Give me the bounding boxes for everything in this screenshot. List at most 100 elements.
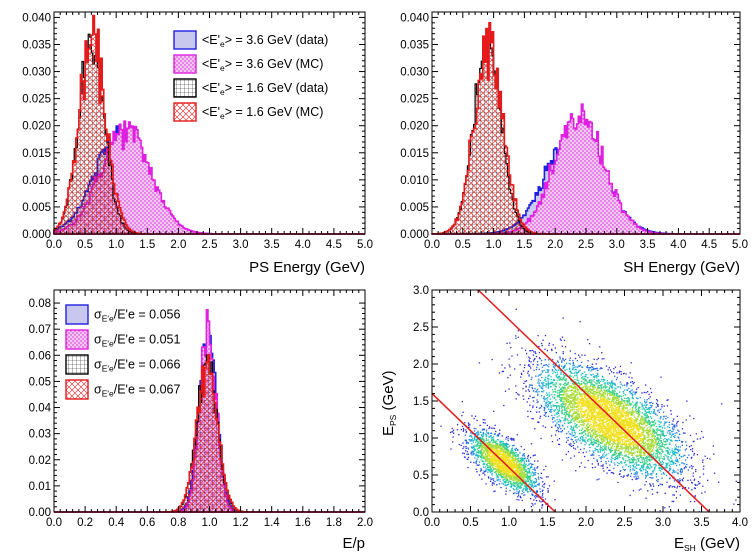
scatter-point: [575, 369, 577, 371]
scatter-point: [482, 472, 484, 474]
scatter-point: [522, 476, 525, 478]
scatter-point: [652, 402, 654, 405]
scatter-point: [510, 470, 513, 472]
scatter-point: [597, 462, 599, 465]
scatter-point: [492, 458, 494, 460]
scatter-point: [633, 452, 636, 454]
scatter-point: [577, 416, 579, 418]
scatter-point: [559, 398, 561, 400]
scatter-point: [467, 453, 470, 455]
scatter-point: [581, 388, 583, 390]
scatter-point: [568, 408, 570, 410]
scatter-point: [491, 465, 494, 467]
scatter-point: [660, 416, 662, 418]
scatter-point: [589, 401, 592, 404]
scatter-point: [515, 482, 517, 484]
scatter-point: [525, 477, 528, 479]
scatter-point: [508, 483, 510, 486]
scatter-point: [532, 504, 534, 506]
scatter-point: [547, 476, 549, 478]
scatter-point: [626, 407, 628, 410]
scatter-point: [497, 451, 500, 454]
scatter-point: [547, 488, 549, 490]
scatter-point: [536, 366, 538, 368]
scatter-point: [528, 476, 530, 478]
scatter-point: [487, 433, 489, 435]
scatter-point: [606, 472, 608, 474]
scatter-point: [457, 424, 459, 426]
scatter-point: [631, 478, 633, 481]
scatter-point: [527, 480, 529, 482]
scatter-point: [572, 404, 575, 406]
x-tick-label: 4.0: [295, 239, 311, 251]
scatter-point: [638, 429, 640, 431]
y-tick-label: 0.02: [29, 455, 51, 467]
scatter-point: [616, 393, 619, 395]
scatter-point: [469, 435, 471, 437]
x-tick-label: 1.2: [233, 517, 249, 529]
scatter-point: [492, 444, 494, 446]
scatter-point: [578, 405, 580, 408]
scatter-point: [619, 431, 622, 433]
scatter-point: [604, 402, 606, 404]
scatter-point: [496, 466, 499, 468]
scatter-point: [622, 476, 624, 478]
scatter-point: [538, 482, 540, 484]
scatter-point: [522, 475, 525, 477]
scatter-point: [554, 385, 556, 387]
scatter-point: [600, 396, 602, 398]
scatter-point: [512, 492, 515, 495]
scatter-point: [635, 477, 637, 479]
scatter-point: [581, 416, 584, 419]
scatter-point: [606, 424, 608, 426]
scatter-point: [507, 443, 509, 446]
scatter-point: [626, 418, 628, 420]
scatter-point: [634, 451, 636, 453]
scatter-point: [597, 441, 599, 443]
scatter-point: [599, 428, 602, 430]
scatter-point: [550, 383, 552, 385]
scatter-point: [507, 464, 509, 466]
scatter-point: [597, 395, 600, 397]
scatter-point: [606, 432, 608, 434]
scatter-point: [616, 431, 618, 433]
scatter-point: [568, 375, 570, 377]
scatter-point: [633, 415, 635, 417]
scatter-point: [554, 499, 556, 501]
scatter-point: [676, 479, 679, 481]
scatter-point: [494, 447, 496, 449]
scatter-point: [602, 395, 604, 397]
scatter-point: [576, 378, 578, 380]
scatter-point: [541, 405, 543, 408]
scatter-point: [509, 453, 511, 455]
scatter-point: [617, 414, 619, 416]
scatter-point: [517, 488, 519, 490]
scatter-point: [653, 464, 655, 466]
scatter-point: [557, 360, 559, 362]
scatter-point: [504, 459, 506, 462]
scatter-point: [478, 433, 480, 435]
scatter-point: [618, 433, 620, 435]
scatter-point: [544, 498, 547, 500]
scatter-point: [611, 407, 613, 409]
scatter-point: [642, 433, 644, 435]
scatter-point: [518, 499, 520, 501]
scatter-point: [684, 449, 686, 451]
scatter-point: [596, 399, 598, 401]
scatter-point: [518, 471, 520, 473]
scatter-point: [472, 451, 474, 453]
scatter-point: [603, 379, 605, 381]
scatter-point: [536, 401, 538, 404]
scatter-point: [519, 471, 521, 473]
scatter-point: [639, 422, 641, 424]
legend-swatch: [65, 304, 89, 325]
scatter-point: [493, 449, 495, 451]
scatter-point: [517, 393, 519, 395]
scatter-point: [520, 474, 522, 476]
scatter-point: [473, 430, 476, 432]
scatter-point: [508, 469, 510, 471]
scatter-point: [536, 484, 539, 486]
scatter-point: [530, 443, 533, 445]
scatter-point: [497, 435, 499, 437]
scatter-point: [521, 459, 524, 462]
